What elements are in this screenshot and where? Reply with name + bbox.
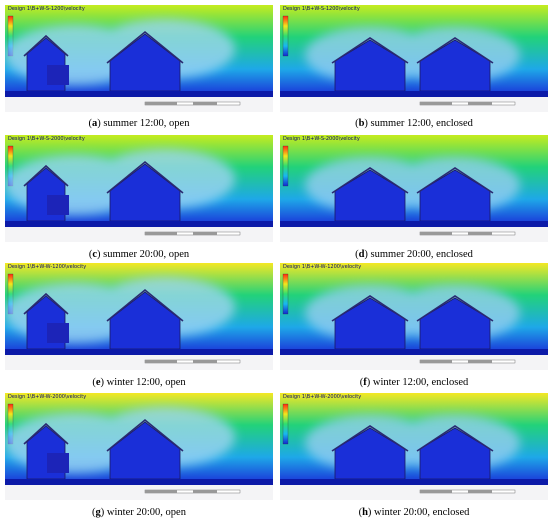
panel-title: Design 1\B+W-S-2000\velocity [8, 136, 85, 142]
velocity-contour-plot [5, 263, 273, 370]
panel-title: Design 1\B+W-S-2000\velocity [283, 136, 360, 142]
panel-f: Design 1\B+W-W-1200\velocity [280, 263, 548, 370]
caption-g: (g) winter 20:00, open [92, 507, 186, 518]
panel-e: Design 1\B+W-W-1200\velocity [5, 263, 273, 370]
panel-title: Design 1\B+W-W-1200\velocity [283, 264, 362, 270]
panel-g: Design 1\B+W-W-2000\velocity [5, 393, 273, 500]
panel-title: Design 1\B+W-W-1200\velocity [8, 264, 87, 270]
caption-h: (h) winter 20:00, enclosed [358, 507, 470, 518]
caption-f: (f) winter 12:00, enclosed [359, 377, 469, 388]
panel-h: Design 1\B+W-W-2000\velocity [280, 393, 548, 500]
panel-a: Design 1\B+W-S-1200\velocity [5, 5, 273, 112]
panel-title: Design 1\B+W-S-1200\velocity [283, 6, 360, 12]
velocity-contour-plot [5, 393, 273, 500]
velocity-contour-plot [280, 135, 548, 242]
velocity-contour-plot [280, 393, 548, 500]
caption-b: (b) summer 12:00, enclosed [355, 118, 473, 129]
panel-title: Design 1\B+W-S-1200\velocity [8, 6, 85, 12]
caption-e: (e) winter 12:00, open [92, 377, 186, 388]
caption-d: (d) summer 20:00, enclosed [355, 249, 473, 260]
velocity-contour-plot [5, 5, 273, 112]
panel-b: Design 1\B+W-S-1200\velocity [280, 5, 548, 112]
velocity-contour-plot [5, 135, 273, 242]
panel-title: Design 1\B+W-W-2000\velocity [8, 394, 87, 400]
caption-c: (c) summer 20:00, open [88, 249, 190, 260]
caption-a: (a) summer 12:00, open [88, 118, 190, 129]
panel-title: Design 1\B+W-W-2000\velocity [283, 394, 362, 400]
velocity-contour-plot [280, 263, 548, 370]
panel-d: Design 1\B+W-S-2000\velocity [280, 135, 548, 242]
velocity-contour-plot [280, 5, 548, 112]
panel-c: Design 1\B+W-S-2000\velocity [5, 135, 273, 242]
